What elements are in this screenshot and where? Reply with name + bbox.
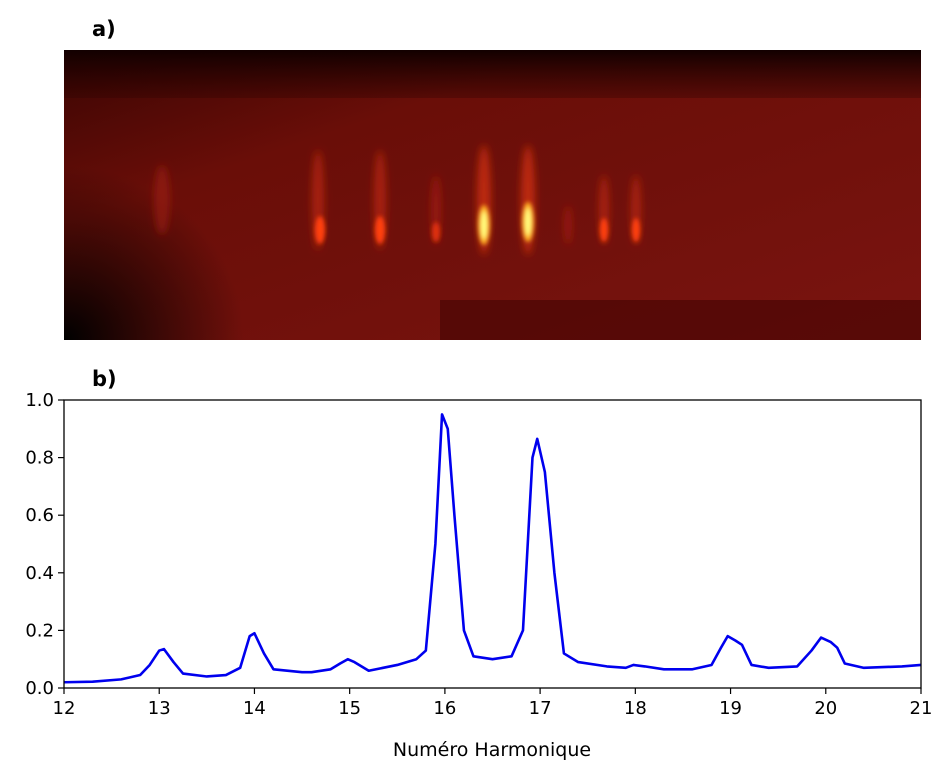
x-axis-label: Numéro Harmonique [393, 739, 591, 761]
panel-label: a) [92, 17, 116, 41]
x-tick-label: 15 [338, 698, 361, 719]
x-tick-label: 16 [433, 698, 456, 719]
plot-frame [63, 399, 922, 689]
x-tick-label: 18 [624, 698, 647, 719]
y-tick-label: 0.6 [25, 505, 54, 526]
x-tick-label: 12 [53, 698, 76, 719]
y-tick-label: 0.0 [25, 678, 54, 699]
y-tick-label: 0.8 [25, 448, 54, 469]
x-tick-label: 17 [529, 698, 552, 719]
panel-label: b) [92, 367, 117, 391]
spectrum-image [64, 50, 921, 340]
y-tick-label: 1.0 [25, 390, 54, 411]
data-line [63, 413, 922, 684]
x-tick-label: 14 [243, 698, 266, 719]
x-tick-label: 21 [910, 698, 933, 719]
y-tick-label: 0.2 [25, 620, 54, 641]
x-tick-label: 20 [814, 698, 837, 719]
plot: 12 13 14 15 16 17 18 19 20 21 0.0 0.2 0.4 0.6 0.8 1.0 [25, 390, 932, 719]
x-tick-label: 19 [719, 698, 742, 719]
y-tick-label: 0.4 [25, 563, 54, 584]
x-tick-label: 13 [148, 698, 171, 719]
